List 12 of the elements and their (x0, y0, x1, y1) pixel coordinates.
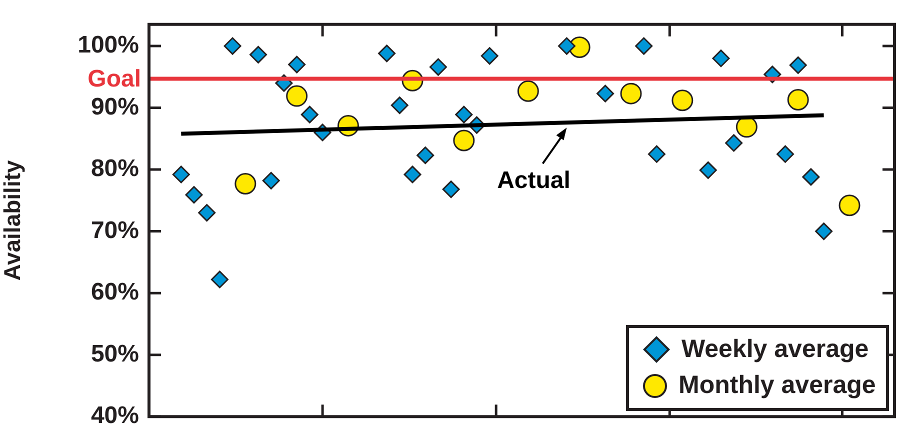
y-tick-label: 100% (78, 32, 139, 59)
legend-label: Monthly average (678, 371, 876, 400)
legend-label: Weekly average (682, 335, 869, 364)
series-label: Actual (497, 167, 570, 194)
y-tick-label: 80% (90, 155, 139, 182)
ref-line-label: Goal (88, 65, 141, 92)
y-tick-label: 60% (90, 278, 139, 306)
y-tick-label: 40% (90, 402, 139, 430)
y-tick-label: 50% (90, 340, 139, 368)
y-axis-title: Availability (0, 160, 26, 281)
y-tick-label: 90% (90, 93, 139, 120)
y-tick-label: 70% (90, 216, 139, 244)
